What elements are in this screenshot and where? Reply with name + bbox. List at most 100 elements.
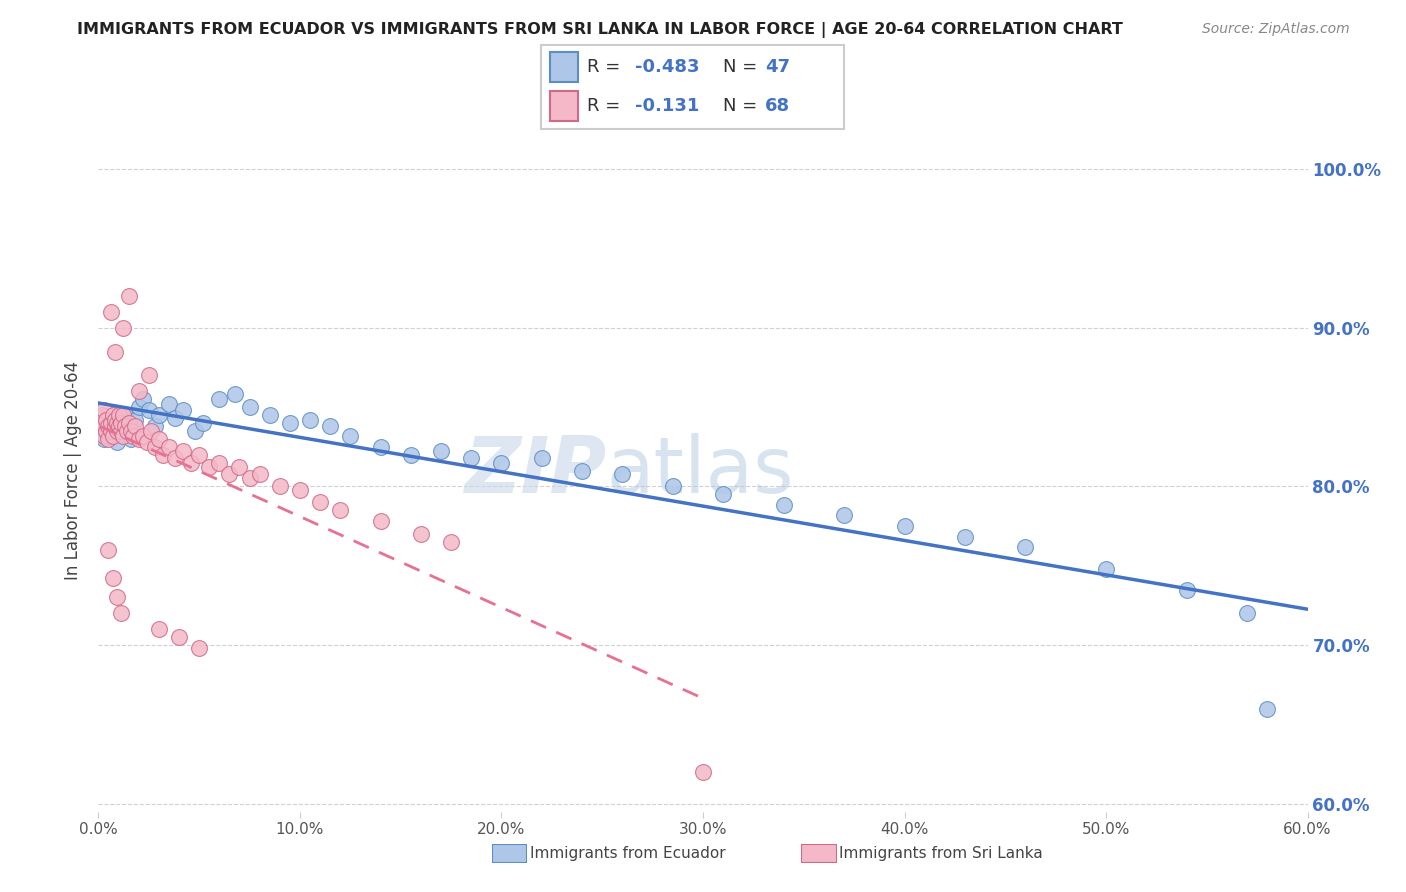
Point	[309, 495, 332, 509]
Point	[893, 519, 915, 533]
Point	[115, 424, 138, 438]
Point	[110, 416, 132, 430]
Text: -0.131: -0.131	[636, 97, 699, 115]
Point	[96, 413, 118, 427]
Text: R =: R =	[586, 59, 626, 77]
Point	[299, 413, 322, 427]
Point	[138, 368, 160, 383]
Text: ZIP: ZIP	[464, 433, 606, 508]
Point	[105, 424, 128, 438]
Point	[460, 450, 482, 465]
Point	[259, 408, 281, 422]
Point	[93, 432, 115, 446]
Point	[100, 424, 122, 438]
Point	[530, 450, 553, 465]
Point	[1236, 607, 1258, 621]
Point	[239, 471, 262, 485]
Point	[93, 428, 115, 442]
Point	[832, 508, 855, 522]
Point	[107, 416, 129, 430]
Point	[208, 456, 231, 470]
Point	[163, 411, 186, 425]
Point	[101, 428, 124, 442]
Point	[370, 440, 392, 454]
Point	[105, 416, 128, 430]
Point	[110, 424, 132, 438]
Point	[97, 432, 120, 446]
Point	[111, 419, 134, 434]
Point	[103, 413, 125, 427]
Point	[143, 419, 166, 434]
Point	[138, 403, 160, 417]
Text: atlas: atlas	[606, 433, 794, 508]
Text: Immigrants from Sri Lanka: Immigrants from Sri Lanka	[839, 847, 1043, 861]
Point	[491, 456, 513, 470]
Point	[96, 424, 118, 438]
Point	[132, 428, 155, 442]
Point	[111, 320, 134, 334]
Point	[101, 408, 124, 422]
Point	[152, 448, 174, 462]
Point	[103, 344, 125, 359]
Point	[91, 408, 114, 422]
Point	[105, 434, 128, 449]
Point	[107, 419, 129, 434]
FancyBboxPatch shape	[541, 45, 844, 129]
Point	[157, 440, 180, 454]
Point	[1014, 540, 1036, 554]
Point	[208, 392, 231, 406]
Point	[121, 428, 143, 442]
Point	[612, 467, 634, 481]
Point	[128, 432, 150, 446]
Point	[101, 571, 124, 585]
Bar	[550, 53, 578, 82]
Point	[184, 424, 207, 438]
Point	[124, 413, 146, 427]
Text: 47: 47	[765, 59, 790, 77]
Point	[661, 479, 683, 493]
Text: N =: N =	[723, 59, 762, 77]
Point	[148, 622, 170, 636]
Point	[128, 400, 150, 414]
Point	[228, 460, 250, 475]
Point	[172, 403, 194, 417]
Point	[114, 408, 136, 422]
Point	[339, 428, 361, 442]
Point	[100, 416, 122, 430]
Point	[163, 450, 186, 465]
Text: Immigrants from Ecuador: Immigrants from Ecuador	[530, 847, 725, 861]
Point	[711, 487, 734, 501]
Point	[110, 607, 132, 621]
Point	[188, 641, 211, 656]
Point	[319, 419, 342, 434]
Point	[114, 419, 136, 434]
Point	[1175, 582, 1198, 597]
Point	[440, 535, 463, 549]
Point	[139, 424, 162, 438]
Point	[224, 387, 246, 401]
Point	[772, 499, 794, 513]
Point	[1095, 562, 1118, 576]
Bar	[550, 91, 578, 120]
Text: IMMIGRANTS FROM ECUADOR VS IMMIGRANTS FROM SRI LANKA IN LABOR FORCE | AGE 20-64 : IMMIGRANTS FROM ECUADOR VS IMMIGRANTS FR…	[77, 22, 1123, 38]
Point	[101, 424, 124, 438]
Point	[120, 424, 142, 438]
Point	[118, 416, 141, 430]
Point	[91, 419, 114, 434]
Point	[124, 419, 146, 434]
Point	[157, 397, 180, 411]
Point	[953, 530, 976, 544]
Point	[97, 542, 120, 557]
Point	[111, 428, 134, 442]
Point	[135, 434, 157, 449]
Point	[105, 591, 128, 605]
Point	[278, 416, 301, 430]
Point	[107, 408, 129, 422]
Point	[118, 289, 141, 303]
Point	[249, 467, 271, 481]
Point	[571, 464, 593, 478]
Point	[329, 503, 352, 517]
Point	[120, 432, 142, 446]
Point	[100, 305, 122, 319]
Point	[167, 630, 190, 644]
